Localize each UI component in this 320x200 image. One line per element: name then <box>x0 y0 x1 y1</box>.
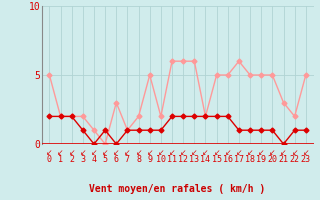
Text: ↙: ↙ <box>213 148 220 157</box>
Text: ↙: ↙ <box>102 148 108 157</box>
Text: ↙: ↙ <box>247 148 253 157</box>
Text: ↙: ↙ <box>292 148 298 157</box>
Text: ↙: ↙ <box>191 148 197 157</box>
Text: ↙: ↙ <box>269 148 276 157</box>
Text: ↙: ↙ <box>158 148 164 157</box>
Text: ↙: ↙ <box>124 148 131 157</box>
Text: ↙: ↙ <box>236 148 242 157</box>
Text: ↙: ↙ <box>258 148 264 157</box>
Text: ↙: ↙ <box>202 148 209 157</box>
Text: ↙: ↙ <box>135 148 142 157</box>
Text: ↙: ↙ <box>68 148 75 157</box>
Text: ↙: ↙ <box>80 148 86 157</box>
Text: ↙: ↙ <box>303 148 309 157</box>
Text: ↙: ↙ <box>57 148 64 157</box>
Text: ↙: ↙ <box>180 148 186 157</box>
X-axis label: Vent moyen/en rafales ( km/h ): Vent moyen/en rafales ( km/h ) <box>90 184 266 194</box>
Text: ↙: ↙ <box>46 148 52 157</box>
Text: ↙: ↙ <box>225 148 231 157</box>
Text: ↙: ↙ <box>280 148 287 157</box>
Text: ↙: ↙ <box>113 148 119 157</box>
Text: ↙: ↙ <box>91 148 97 157</box>
Text: ↙: ↙ <box>147 148 153 157</box>
Text: ↙: ↙ <box>169 148 175 157</box>
